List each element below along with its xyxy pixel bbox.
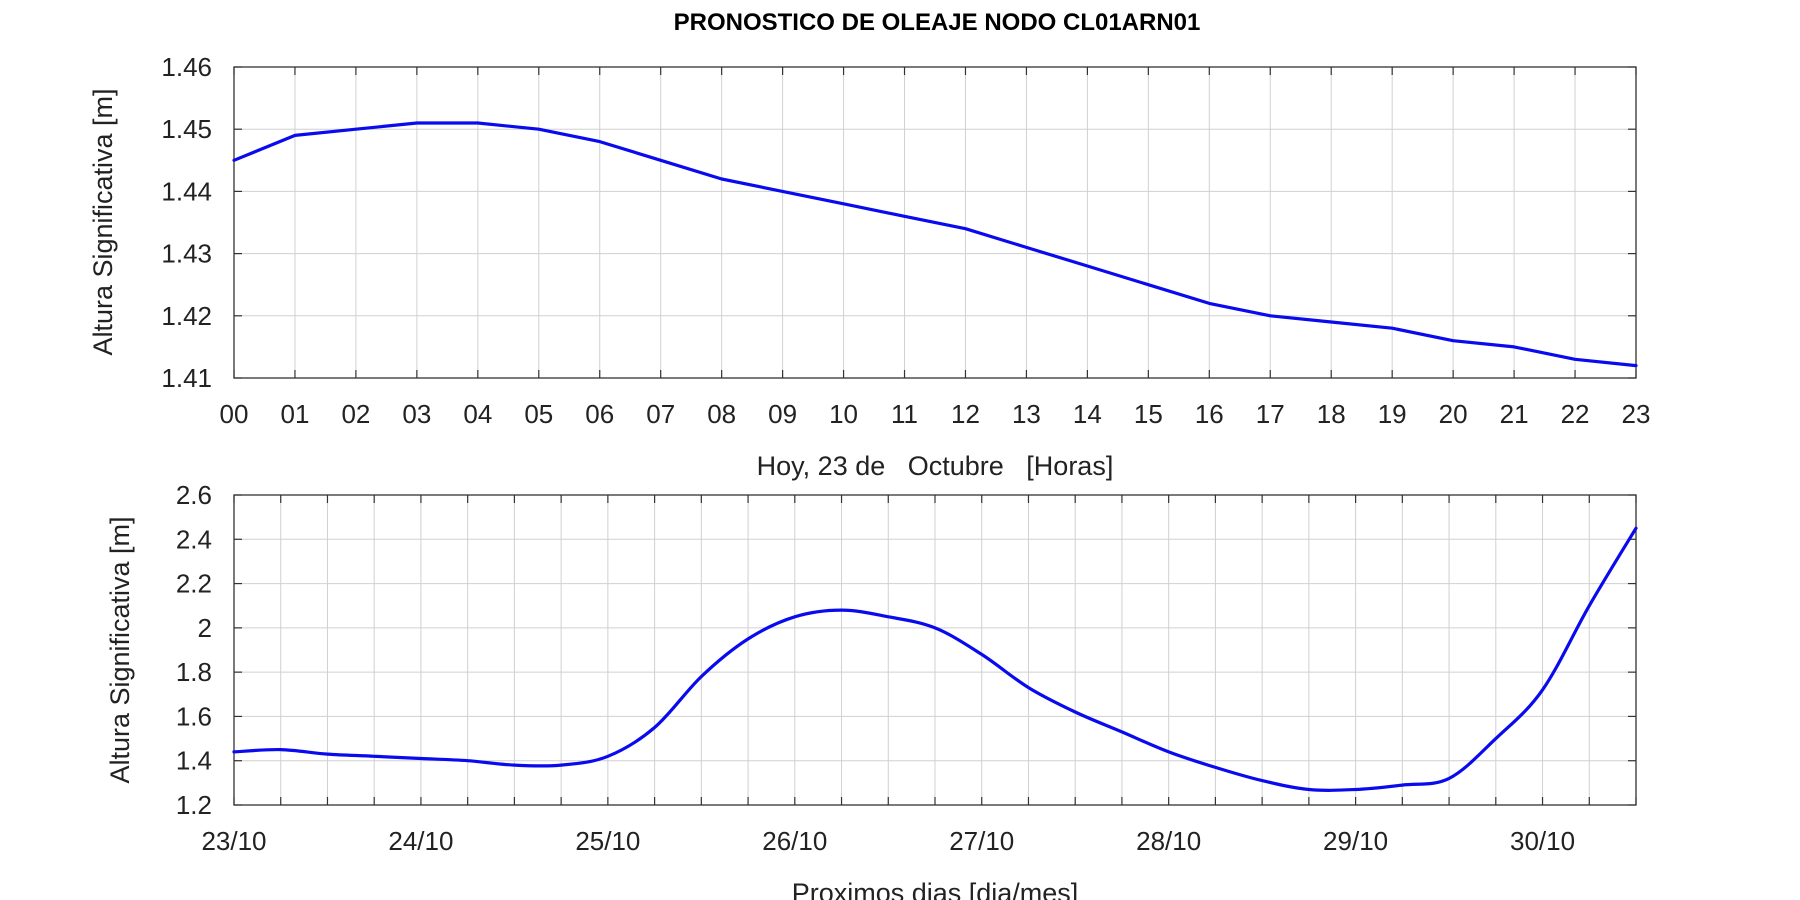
- hourly-x-tick-label: 08: [707, 399, 736, 429]
- hourly-x-tick-label: 10: [829, 399, 858, 429]
- hourly-forecast-panel: 1.41 1.42 1.43 1.44 1.45 1.46 00 01 02 03 04 05 06 07…: [88, 52, 1650, 481]
- daily-y-axis-label: Altura Significativa [m]: [105, 516, 135, 783]
- hourly-x-tick-label: 02: [341, 399, 370, 429]
- daily-y-tick-label: 2.2: [176, 569, 212, 599]
- hourly-x-tick-label: 20: [1439, 399, 1468, 429]
- daily-x-tick-label: 30/10: [1510, 826, 1575, 856]
- hourly-y-tick-label: 1.46: [161, 52, 212, 82]
- hourly-x-tick-label: 18: [1317, 399, 1346, 429]
- daily-wave-height-line: [232, 526, 1638, 792]
- hourly-x-tick-label: 05: [524, 399, 553, 429]
- daily-x-tick-label: 27/10: [949, 826, 1014, 856]
- hourly-x-tick-label: 19: [1378, 399, 1407, 429]
- daily-y-tick-label: 2: [198, 613, 212, 643]
- daily-y-tick-label: 1.8: [176, 657, 212, 687]
- daily-x-tick-label: 29/10: [1323, 826, 1388, 856]
- daily-x-tick-label: 28/10: [1136, 826, 1201, 856]
- hourly-y-tick-label: 1.41: [161, 363, 212, 393]
- hourly-y-tick-label: 1.44: [161, 176, 212, 206]
- hourly-y-tick-label: 1.43: [161, 239, 212, 269]
- hourly-x-tick-label: 16: [1195, 399, 1224, 429]
- hourly-x-tick-label: 12: [951, 399, 980, 429]
- hourly-x-tick-label: 14: [1073, 399, 1102, 429]
- daily-y-tick-label: 1.4: [176, 746, 212, 776]
- hourly-wave-height-line: [232, 121, 1638, 368]
- hourly-x-tick-label: 21: [1500, 399, 1529, 429]
- daily-y-tick-label: 2.6: [176, 480, 212, 510]
- hourly-x-tick-label: 09: [768, 399, 797, 429]
- hourly-y-tick-label: 1.42: [161, 301, 212, 331]
- daily-y-tick-label: 1.2: [176, 790, 212, 820]
- daily-x-tick-label: 25/10: [575, 826, 640, 856]
- daily-x-tick-label: 26/10: [762, 826, 827, 856]
- chart-title: PRONOSTICO DE OLEAJE NODO CL01ARN01: [674, 9, 1201, 36]
- hourly-plot-frame: [233, 66, 1637, 379]
- hourly-x-tick-label: 15: [1134, 399, 1163, 429]
- hourly-x-tick-label: 11: [891, 399, 918, 429]
- daily-forecast-panel: 1.2 1.4 1.6 1.8 2 2.2 2.4 2.6 23/10 24/10 25/10 26/…: [105, 480, 1638, 900]
- hourly-x-tick-label: 00: [220, 399, 249, 429]
- daily-x-tick-label: 24/10: [388, 826, 453, 856]
- hourly-x-tick-label: 03: [402, 399, 431, 429]
- hourly-x-tick-label: 07: [646, 399, 675, 429]
- hourly-x-tick-label: 01: [280, 399, 309, 429]
- hourly-y-tick-label: 1.45: [161, 114, 212, 144]
- hourly-x-axis-label: Hoy, 23 de Octubre [Horas]: [757, 451, 1114, 481]
- daily-y-tick-label: 2.4: [176, 524, 212, 554]
- daily-x-axis-label: Proximos dias [dia/mes]: [792, 878, 1079, 900]
- daily-y-tick-label: 1.6: [176, 701, 212, 731]
- hourly-y-axis-label: Altura Significativa [m]: [88, 88, 118, 355]
- daily-x-tick-label: 23/10: [201, 826, 266, 856]
- hourly-x-tick-label: 13: [1012, 399, 1041, 429]
- hourly-x-tick-label: 23: [1622, 399, 1651, 429]
- hourly-x-tick-label: 22: [1561, 399, 1590, 429]
- hourly-x-tick-label: 04: [463, 399, 492, 429]
- hourly-x-tick-label: 06: [585, 399, 614, 429]
- hourly-x-tick-label: 17: [1256, 399, 1285, 429]
